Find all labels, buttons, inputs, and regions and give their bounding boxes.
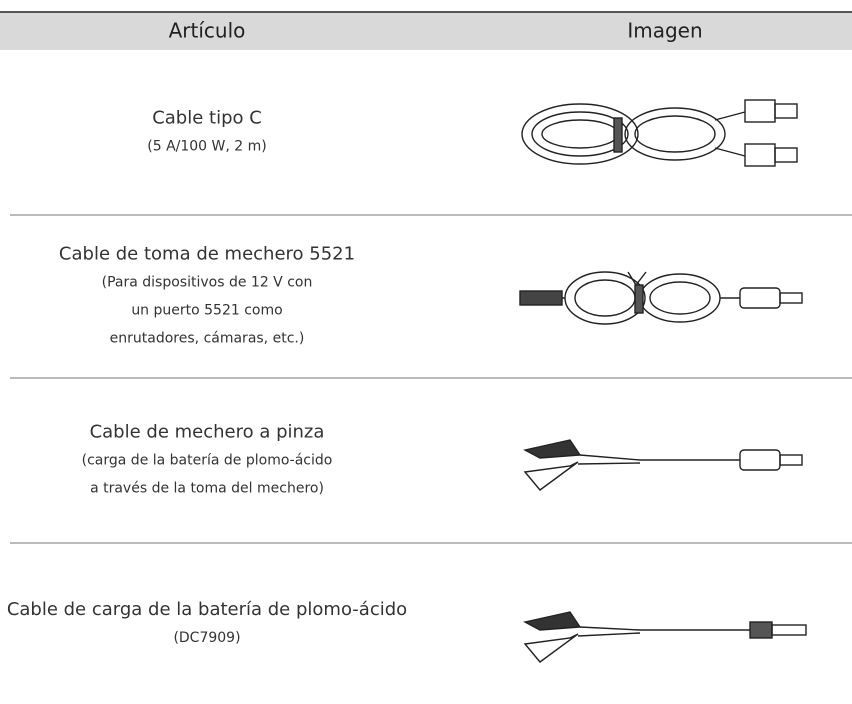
header-cell: Imagen [627, 19, 702, 43]
item-title: Cable de carga de la batería de plomo-ác… [7, 599, 407, 620]
item-detail: (5 A/100 W, 2 m) [147, 139, 267, 155]
item-detail: (carga de la batería de plomo-ácido [82, 453, 333, 469]
header-band [0, 12, 852, 50]
item-detail: (Para dispositivos de 12 V con [102, 275, 313, 291]
item-detail: enrutadores, cámaras, etc.) [110, 331, 305, 347]
item-detail: un puerto 5521 como [131, 303, 282, 319]
header-cell: Artículo [169, 19, 246, 43]
cable-image [519, 271, 803, 325]
item-title: Cable tipo C [152, 108, 262, 129]
cable-image [521, 99, 798, 167]
item-title: Cable de mechero a pinza [90, 422, 325, 443]
item-title: Cable de toma de mechero 5521 [59, 244, 355, 265]
item-detail: a través de la toma del mechero) [90, 481, 324, 497]
cable-image [523, 439, 803, 491]
item-detail: (DC7909) [173, 630, 240, 646]
cable-image [523, 611, 807, 663]
